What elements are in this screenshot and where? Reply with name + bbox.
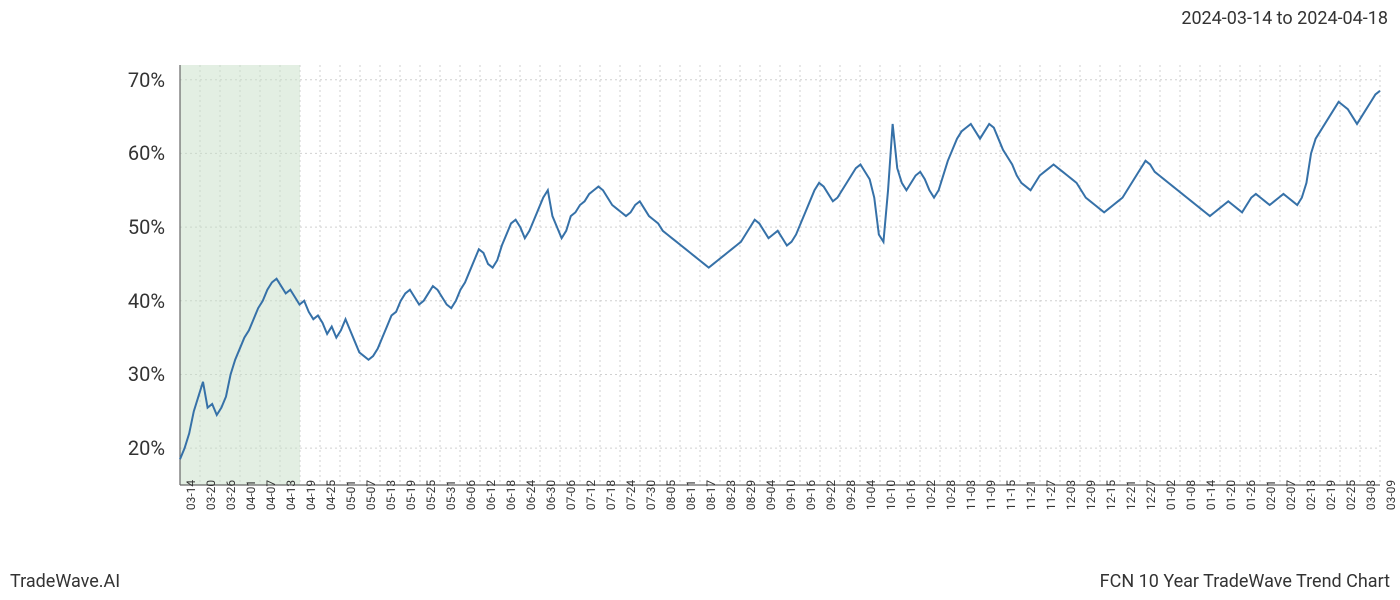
x-tick-label: 01-14 xyxy=(1204,480,1218,510)
x-tick-label: 02-13 xyxy=(1304,480,1318,510)
x-tick-label: 06-18 xyxy=(504,480,518,510)
highlight-band xyxy=(180,65,300,485)
x-tick-label: 06-24 xyxy=(524,480,538,510)
x-tick-label: 06-12 xyxy=(484,480,498,510)
x-tick-label: 10-16 xyxy=(904,480,918,510)
x-tick-label: 12-27 xyxy=(1144,480,1158,510)
x-tick-label: 08-17 xyxy=(704,480,718,510)
x-axis-labels: 03-1403-2003-2604-0104-0704-1304-1904-25… xyxy=(180,490,1380,570)
x-tick-label: 10-04 xyxy=(864,480,878,510)
x-tick-label: 06-30 xyxy=(544,480,558,510)
x-tick-label: 08-05 xyxy=(664,480,678,510)
x-tick-label: 01-08 xyxy=(1184,480,1198,510)
x-tick-label: 04-19 xyxy=(304,480,318,510)
x-tick-label: 01-26 xyxy=(1244,480,1258,510)
x-tick-label: 02-25 xyxy=(1344,480,1358,510)
chart-svg xyxy=(180,65,1380,485)
y-tick-label: 20% xyxy=(128,436,165,460)
x-tick-label: 03-03 xyxy=(1364,480,1378,510)
x-tick-label: 09-04 xyxy=(764,480,778,510)
y-axis-labels: 20% 30% 40% 50% 60% 70% xyxy=(0,65,175,485)
x-tick-label: 06-06 xyxy=(464,480,478,510)
x-tick-label: 08-23 xyxy=(724,480,738,510)
x-tick-label: 03-09 xyxy=(1384,480,1398,510)
x-tick-label: 11-15 xyxy=(1004,480,1018,510)
x-tick-label: 04-01 xyxy=(244,480,258,510)
y-tick-label: 50% xyxy=(128,215,165,239)
x-tick-label: 01-02 xyxy=(1164,480,1178,510)
x-tick-label: 10-10 xyxy=(884,480,898,510)
footer-title: FCN 10 Year TradeWave Trend Chart xyxy=(1100,571,1390,592)
x-tick-label: 07-06 xyxy=(564,480,578,510)
x-tick-label: 04-13 xyxy=(284,480,298,510)
x-tick-label: 11-03 xyxy=(964,480,978,510)
x-tick-label: 02-19 xyxy=(1324,480,1338,510)
x-tick-label: 11-09 xyxy=(984,480,998,510)
x-tick-label: 05-13 xyxy=(384,480,398,510)
x-tick-label: 09-10 xyxy=(784,480,798,510)
x-tick-label: 03-26 xyxy=(224,480,238,510)
y-tick-label: 40% xyxy=(128,289,165,313)
y-tick-label: 60% xyxy=(128,141,165,165)
x-tick-label: 10-22 xyxy=(924,480,938,510)
x-tick-label: 04-07 xyxy=(264,480,278,510)
x-tick-label: 12-03 xyxy=(1064,480,1078,510)
x-tick-label: 12-09 xyxy=(1084,480,1098,510)
x-tick-label: 01-20 xyxy=(1224,480,1238,510)
x-tick-label: 11-21 xyxy=(1024,480,1038,510)
x-tick-label: 05-25 xyxy=(424,480,438,510)
x-tick-label: 03-14 xyxy=(184,480,198,510)
x-tick-label: 07-18 xyxy=(604,480,618,510)
x-tick-label: 05-19 xyxy=(404,480,418,510)
x-tick-label: 05-07 xyxy=(364,480,378,510)
y-tick-label: 70% xyxy=(128,68,165,92)
x-tick-label: 02-01 xyxy=(1264,480,1278,510)
x-tick-label: 10-28 xyxy=(944,480,958,510)
x-tick-label: 09-28 xyxy=(844,480,858,510)
x-tick-label: 07-12 xyxy=(584,480,598,510)
date-range-label: 2024-03-14 to 2024-04-18 xyxy=(1181,8,1388,29)
chart-plot-area xyxy=(180,65,1380,485)
x-tick-label: 05-31 xyxy=(444,480,458,510)
x-tick-label: 04-25 xyxy=(324,480,338,510)
x-tick-label: 08-29 xyxy=(744,480,758,510)
x-tick-label: 07-24 xyxy=(624,480,638,510)
x-tick-label: 02-07 xyxy=(1284,480,1298,510)
footer-brand: TradeWave.AI xyxy=(10,571,120,592)
y-tick-label: 30% xyxy=(128,362,165,386)
x-tick-label: 03-20 xyxy=(204,480,218,510)
x-tick-label: 07-30 xyxy=(644,480,658,510)
x-tick-label: 09-22 xyxy=(824,480,838,510)
x-tick-label: 12-21 xyxy=(1124,480,1138,510)
x-tick-label: 09-16 xyxy=(804,480,818,510)
x-tick-label: 11-27 xyxy=(1044,480,1058,510)
x-tick-label: 12-15 xyxy=(1104,480,1118,510)
x-tick-label: 08-11 xyxy=(684,480,698,510)
x-tick-label: 05-01 xyxy=(344,480,358,510)
